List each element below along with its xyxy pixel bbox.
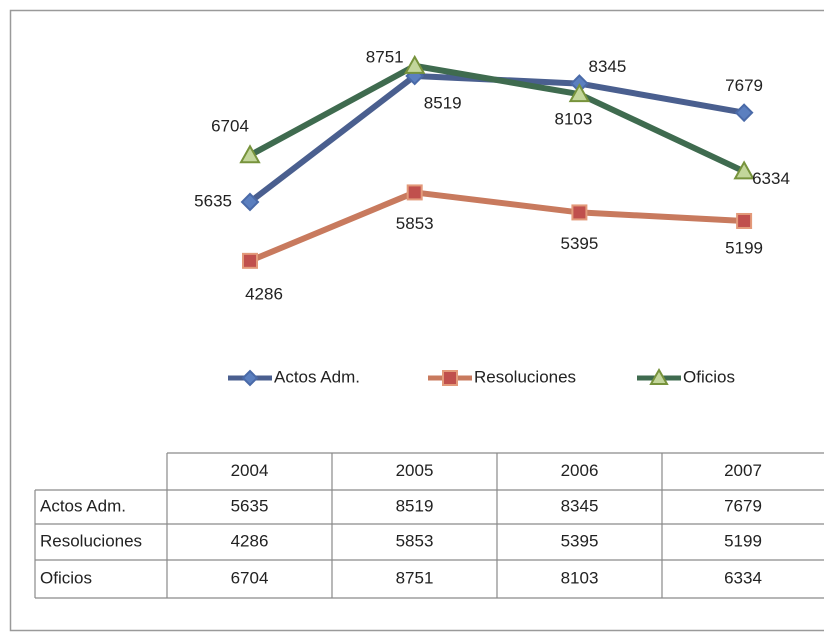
table-cell: 5635 [231,496,269,515]
legend-label: Resoluciones [474,367,576,386]
legend-marker [241,369,259,387]
marker [239,144,261,164]
data-label: 8751 [366,47,404,66]
data-label: 8345 [588,57,626,76]
data-label: 8103 [554,110,592,129]
table-cell: 6704 [231,568,269,587]
data-label: 5199 [725,238,763,257]
table-cell: 6334 [724,568,762,587]
legend-marker [442,370,458,386]
data-label: 5853 [396,214,434,233]
data-label: 7679 [725,76,763,95]
table-cell: 4286 [231,531,269,550]
table-header: 2007 [724,461,762,480]
legend-marker [241,369,259,387]
marker [403,54,426,74]
legend-label: Oficios [683,367,735,386]
chart-frame [9,9,824,632]
series-line [248,62,746,175]
marker [240,192,260,212]
table-cell: 5395 [561,531,599,550]
marker [571,204,588,221]
marker [734,103,754,123]
data-label: 6334 [752,169,790,188]
table-header: 2005 [396,461,434,480]
table-cell: 8751 [396,568,434,587]
table-cell: 7679 [724,496,762,515]
marker [733,160,755,180]
marker [406,184,423,201]
legend-marker [442,370,458,386]
data-label: 8519 [424,93,462,112]
marker [568,83,591,103]
marker [242,252,258,269]
table-cell: 5199 [724,531,762,550]
table-row-label: Resoluciones [40,531,142,550]
table-header: 2004 [231,461,269,480]
data-label: 5395 [560,234,598,253]
legend-label: Actos Adm. [274,367,360,386]
data-label: 5635 [194,191,232,210]
table-cell: 8345 [561,496,599,515]
marker [736,212,753,229]
legend-marker [649,367,669,385]
legend-marker [649,367,669,385]
table-row-label: Oficios [40,568,92,587]
data-label: 6704 [211,117,249,136]
table-cell: 8103 [561,568,599,587]
table-cell: 5853 [396,531,434,550]
data-label: 4286 [245,284,283,303]
table-header: 2006 [561,461,599,480]
table-row-label: Actos Adm. [40,496,126,515]
table-cell: 8519 [396,496,434,515]
series-line [248,189,745,264]
